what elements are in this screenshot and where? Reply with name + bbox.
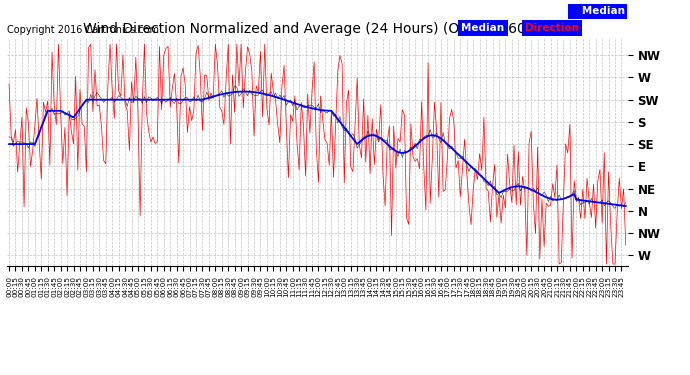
Text: Direction: Direction (525, 23, 579, 33)
Text: Median: Median (462, 23, 504, 33)
Text: Copyright 2016 Cartronics.com: Copyright 2016 Cartronics.com (7, 25, 159, 35)
Text: Median: Median (582, 6, 625, 16)
Text: Median: Median (571, 6, 625, 16)
Title: Wind Direction Normalized and Average (24 Hours) (Old) 20160418: Wind Direction Normalized and Average (2… (83, 22, 552, 36)
